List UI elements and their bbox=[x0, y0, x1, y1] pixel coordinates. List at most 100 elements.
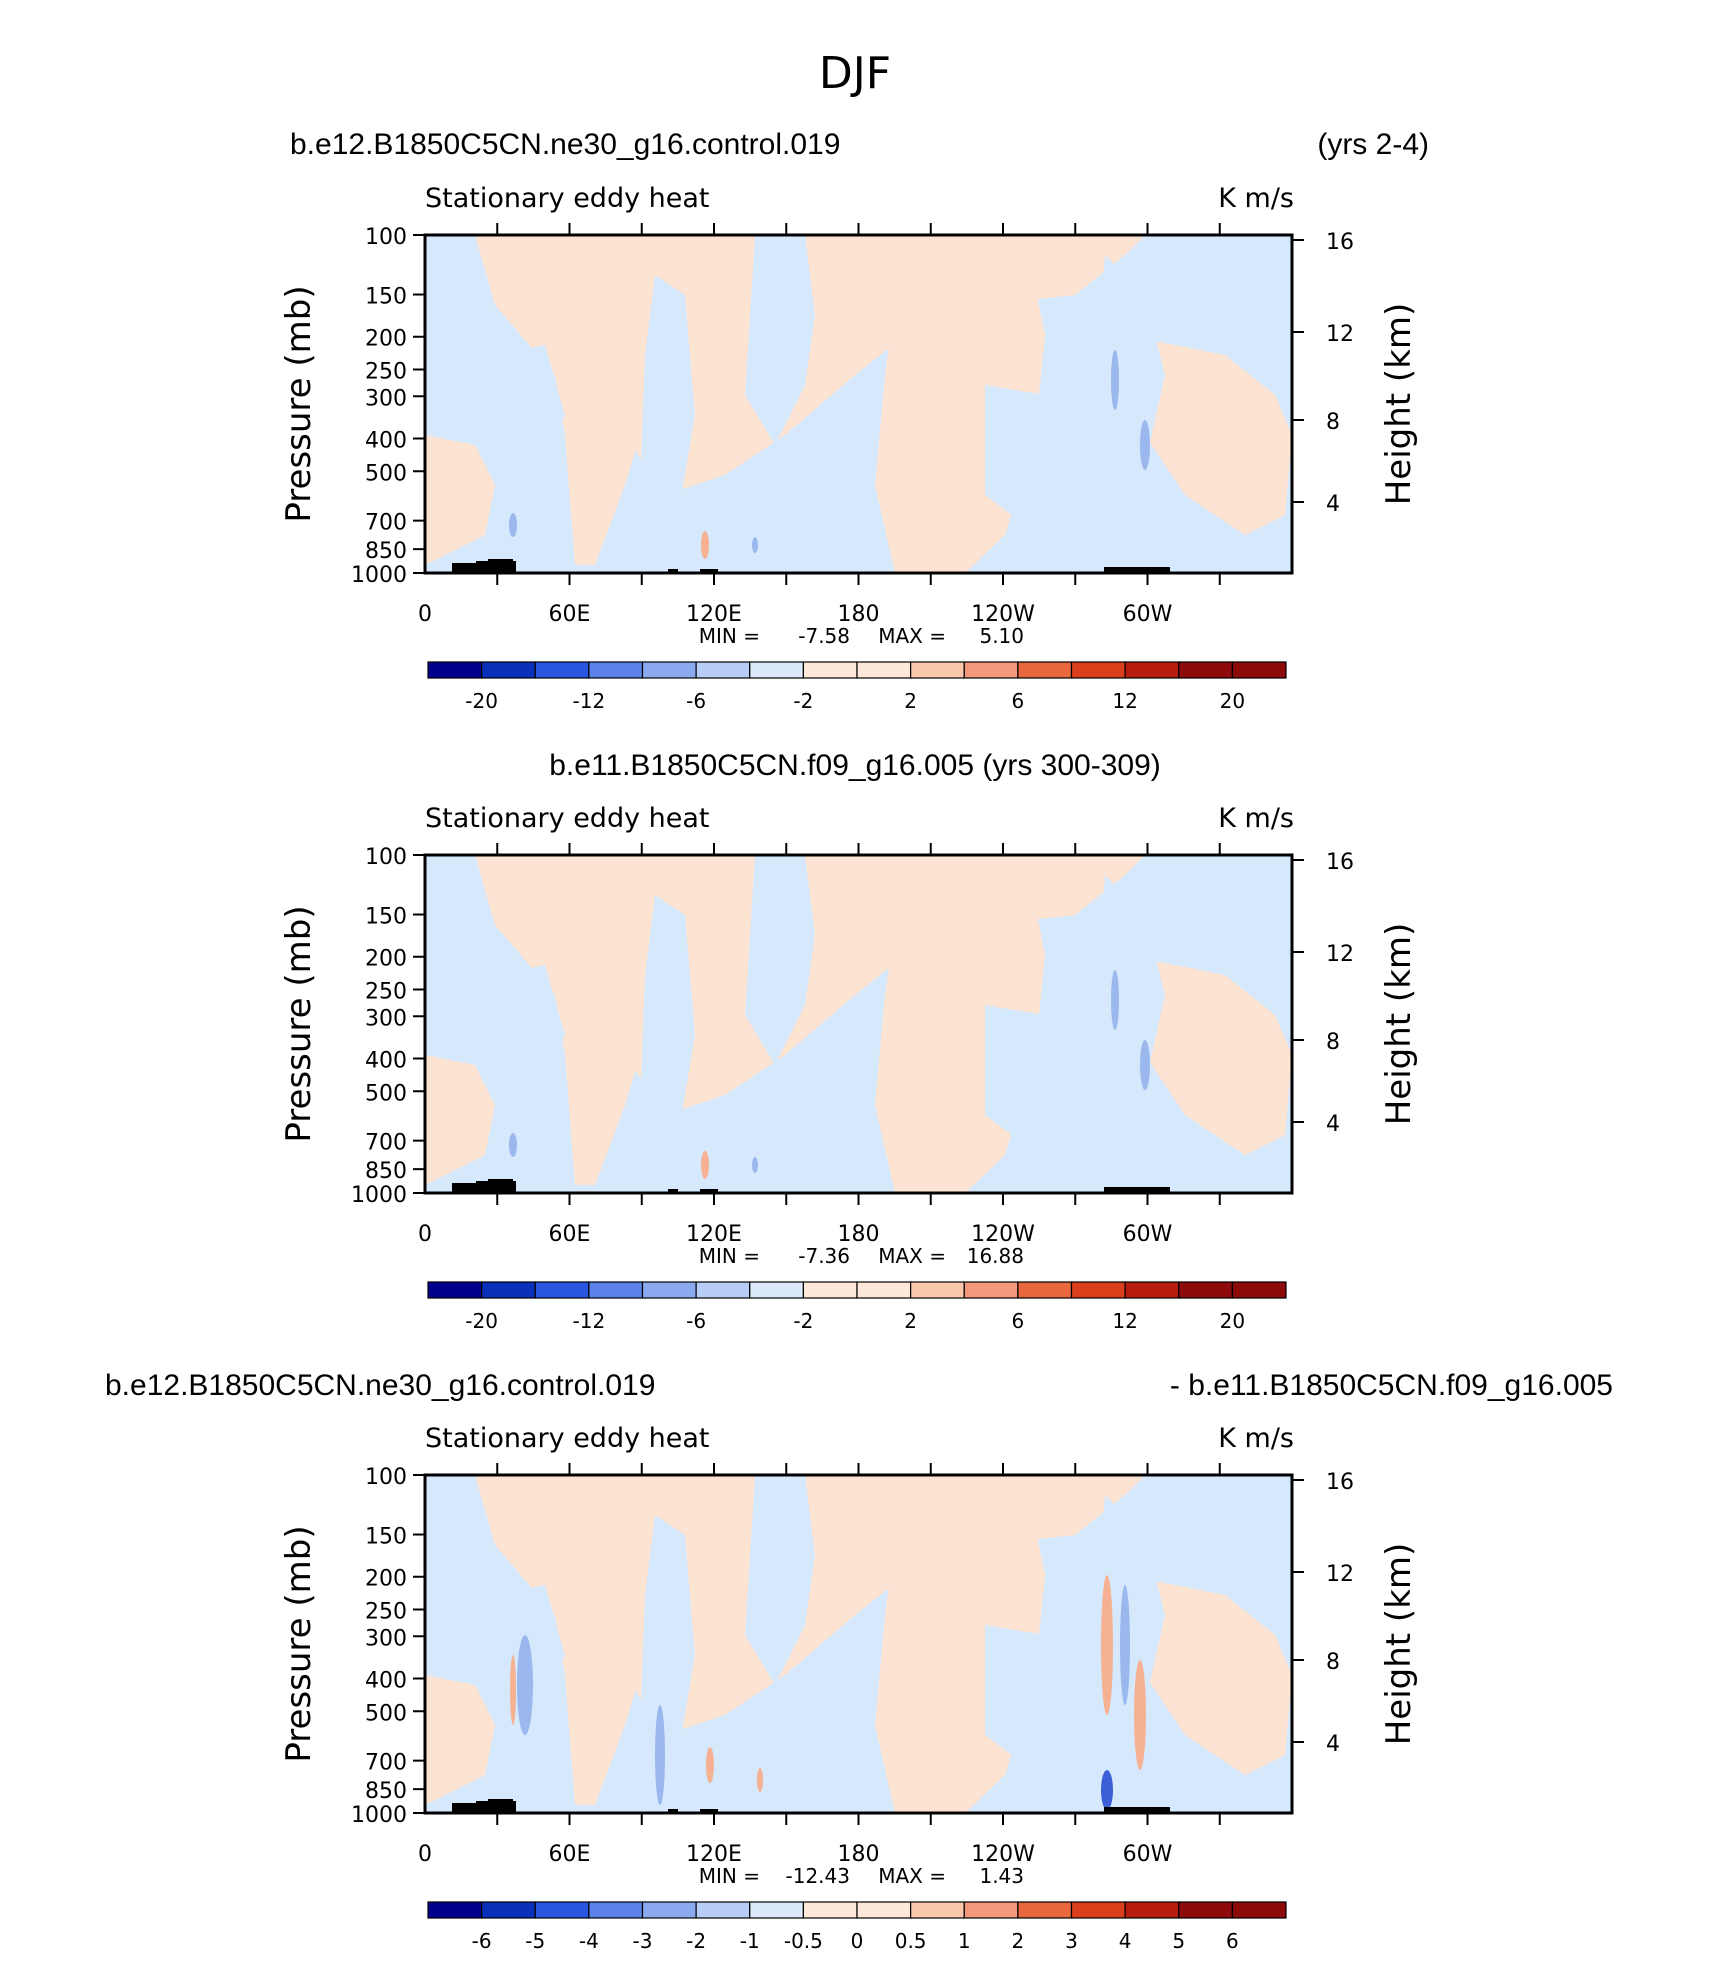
negative-region-6 bbox=[1185, 1495, 1265, 1565]
height-tick-label: 16 bbox=[1326, 1470, 1354, 1495]
extremum-5 bbox=[1140, 420, 1150, 470]
topography-6 bbox=[1104, 1807, 1114, 1813]
extremum-9 bbox=[1101, 1770, 1113, 1810]
colorbar-box bbox=[641, 661, 697, 679]
extremum-1 bbox=[509, 1133, 517, 1157]
positive-region-4 bbox=[1125, 335, 1292, 535]
y-tick-label: 150 bbox=[365, 905, 407, 930]
height-tick-label: 16 bbox=[1326, 850, 1354, 875]
colorbar-label: -6 bbox=[686, 1309, 706, 1333]
height-tick-label: 16 bbox=[1326, 230, 1354, 255]
y-tick-label: 400 bbox=[365, 428, 407, 453]
x-tick-label: 180 bbox=[838, 1222, 880, 1247]
negative-region-4 bbox=[985, 385, 1075, 525]
height-axis-label: Height (km) bbox=[1379, 303, 1419, 506]
colorbar-box bbox=[1070, 661, 1126, 679]
chart-panel-2: Stationary eddy heat K m/s100150200250300… bbox=[279, 803, 1419, 1333]
negative-region-3 bbox=[745, 1475, 815, 1685]
y-tick-label: 700 bbox=[365, 1131, 407, 1156]
topography-3 bbox=[488, 1799, 513, 1813]
y-tick-label: 1000 bbox=[351, 1183, 407, 1208]
negative-region-2 bbox=[640, 895, 695, 1193]
colorbar-box bbox=[1017, 661, 1073, 679]
min-value: -7.58 bbox=[798, 624, 850, 648]
x-tick-label: 0 bbox=[418, 602, 432, 627]
colorbar-box bbox=[1070, 1901, 1126, 1919]
colorbar-box bbox=[1124, 661, 1180, 679]
positive-region-5 bbox=[425, 435, 495, 565]
colorbar-label: 0 bbox=[851, 1929, 864, 1953]
colorbar-label: -20 bbox=[465, 689, 498, 713]
height-tick-label: 8 bbox=[1326, 1030, 1340, 1055]
y-tick-label: 500 bbox=[365, 1701, 407, 1726]
colorbar-label: -0.5 bbox=[784, 1929, 823, 1953]
positive-region-4 bbox=[1125, 955, 1292, 1155]
colorbar-box bbox=[427, 1901, 483, 1919]
extremum-2 bbox=[701, 1151, 709, 1179]
height-tick-label: 8 bbox=[1326, 1650, 1340, 1675]
colorbar-label: -20 bbox=[465, 1309, 498, 1333]
y-tick-label: 100 bbox=[365, 845, 407, 870]
x-tick-label: 60E bbox=[549, 1222, 591, 1247]
extremum-7 bbox=[1120, 1585, 1130, 1705]
topography-5 bbox=[700, 569, 718, 573]
y-tick-label: 400 bbox=[365, 1668, 407, 1693]
colorbar-box bbox=[1124, 1281, 1180, 1299]
extremum-6 bbox=[1101, 1575, 1113, 1715]
panel-3-field bbox=[425, 1475, 1292, 1813]
y-tick-label: 500 bbox=[365, 1081, 407, 1106]
negative-region-1 bbox=[495, 965, 565, 1105]
panel-3-subtitle: Stationary eddy heat bbox=[425, 1423, 710, 1454]
negative-region-2 bbox=[640, 1515, 695, 1813]
positive-region-2 bbox=[545, 855, 655, 1185]
topography-4 bbox=[668, 1809, 678, 1813]
positive-region-5 bbox=[425, 1675, 495, 1805]
height-tick-label: 8 bbox=[1326, 410, 1340, 435]
extremum-4 bbox=[706, 1747, 714, 1783]
extremum-4 bbox=[1111, 350, 1119, 410]
y-tick-label: 150 bbox=[365, 1525, 407, 1550]
y-tick-label: 150 bbox=[365, 285, 407, 310]
colorbar-box bbox=[1178, 1281, 1233, 1299]
extremum-5 bbox=[1140, 1040, 1150, 1090]
topography-7 bbox=[1110, 1807, 1170, 1813]
y-tick-label: 850 bbox=[365, 1779, 407, 1804]
y-tick-label: 200 bbox=[365, 1567, 407, 1592]
negative-region-6 bbox=[1185, 255, 1265, 325]
x-tick-label: 120W bbox=[971, 1842, 1035, 1867]
max-value: 5.10 bbox=[979, 624, 1024, 648]
colorbar-box bbox=[856, 1901, 912, 1919]
colorbar-box bbox=[1017, 1901, 1073, 1919]
colorbar-box bbox=[1178, 1901, 1233, 1919]
x-tick-label: 0 bbox=[418, 1222, 432, 1247]
x-tick-label: 120E bbox=[686, 602, 742, 627]
colorbar-label: 2 bbox=[904, 1309, 917, 1333]
chart-panel-3: Stationary eddy heat K m/s100150200250300… bbox=[279, 1423, 1419, 1953]
y-tick-label: 700 bbox=[365, 1751, 407, 1776]
extremum-4 bbox=[1111, 970, 1119, 1030]
height-tick-label: 12 bbox=[1326, 1562, 1354, 1587]
y-tick-label: 100 bbox=[365, 1465, 407, 1490]
colorbar-box bbox=[641, 1281, 697, 1299]
colorbar-box bbox=[695, 1901, 751, 1919]
colorbar-box bbox=[1178, 661, 1233, 679]
positive-region-4 bbox=[1125, 1575, 1292, 1775]
height-tick-label: 4 bbox=[1326, 492, 1340, 517]
extremum-2 bbox=[701, 531, 709, 559]
y-tick-label: 100 bbox=[365, 225, 407, 250]
extremum-2 bbox=[510, 1655, 516, 1725]
height-tick-label: 4 bbox=[1326, 1112, 1340, 1137]
x-tick-label: 180 bbox=[838, 1842, 880, 1867]
colorbar-box bbox=[534, 1901, 590, 1919]
figure-title: DJF bbox=[819, 48, 891, 99]
negative-region-1 bbox=[495, 345, 565, 485]
panel-2-units: K m/s bbox=[1218, 803, 1294, 834]
topography-7 bbox=[1110, 567, 1170, 573]
colorbar-label: -2 bbox=[686, 1929, 706, 1953]
y-tick-label: 850 bbox=[365, 539, 407, 564]
panels-layer: Stationary eddy heat K m/s100150200250300… bbox=[279, 183, 1419, 1953]
panel-2-topography bbox=[452, 1179, 1170, 1193]
topography-7 bbox=[1110, 1187, 1170, 1193]
extremum-8 bbox=[1134, 1660, 1146, 1770]
